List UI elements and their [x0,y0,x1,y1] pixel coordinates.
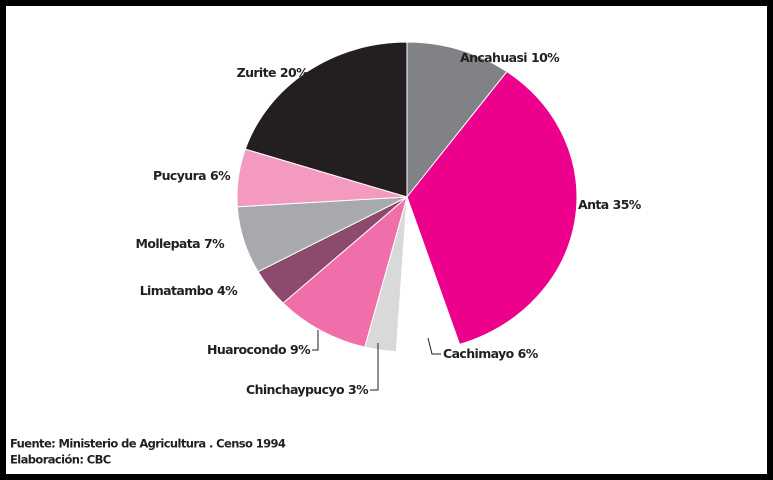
value-label: 7% [204,236,225,251]
category-name: Ancahuasi [460,50,527,65]
slice-label: Pucyura 6% [153,168,231,183]
pie-slice [244,41,408,198]
credit-note: Elaboración: CBC [10,453,111,467]
value-label: 3% [348,382,369,397]
category-name: Chinchaypucyo [246,382,345,397]
category-name: Mollepata [136,236,201,251]
category-name: Huarocondo [207,342,287,357]
value-label: 10% [531,50,560,65]
value-label: 4% [217,283,238,298]
slice-label: Ancahuasi 10% [460,50,560,65]
slice-label: Cachimayo 6% [443,346,539,361]
value-label: 35% [613,197,642,212]
value-label: 6% [518,346,539,361]
value-label: 20% [280,65,309,80]
value-label: 9% [290,342,311,357]
category-name: Zurite [237,65,276,80]
pie-slice [406,41,508,199]
pie-slice [282,195,408,348]
source-note: Fuente: Ministerio de Agricultura . Cens… [10,437,286,451]
category-name: Anta [578,197,609,212]
slice-label: Anta 35% [578,197,642,212]
slice-label: Limatambo 4% [140,283,238,298]
slice-label: Huarocondo 9% [207,342,311,357]
category-name: Pucyura [153,168,206,183]
category-name: Cachimayo [443,346,515,361]
pie-slice [406,70,578,346]
value-label: 6% [210,168,231,183]
slice-label: Zurite 20% [237,65,309,80]
leader-line [370,343,379,391]
leader-line [427,337,441,355]
category-name: Limatambo [140,283,214,298]
slice-label: Chinchaypucyo 3% [246,382,369,397]
leader-line [312,330,319,351]
slice-label: Mollepata 7% [136,236,226,251]
